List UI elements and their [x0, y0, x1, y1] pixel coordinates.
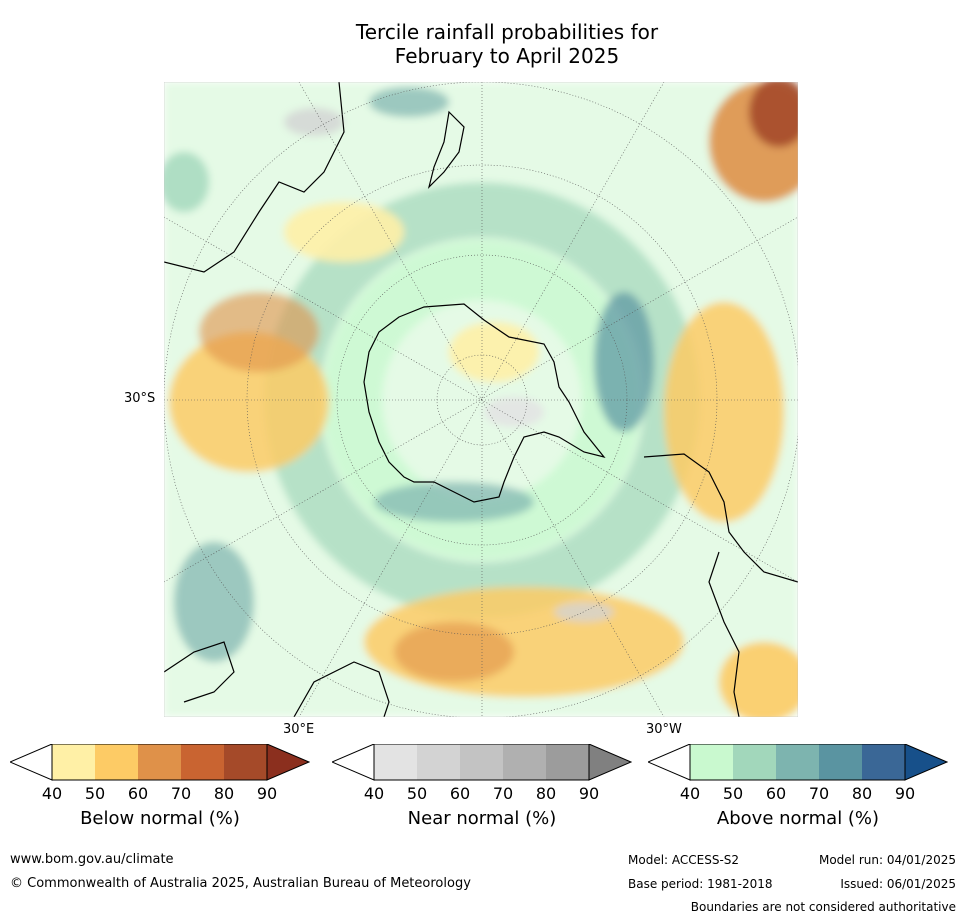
- model-run: Model run: 04/01/2025: [818, 853, 956, 867]
- lat-label-30s: 30°S: [124, 391, 156, 406]
- tick: 60: [449, 784, 471, 803]
- issued-date: Issued: 06/01/2025: [840, 877, 956, 891]
- map-title: Tercile rainfall probabilities for Febru…: [355, 20, 659, 68]
- copyright-text: © Commonwealth of Australia 2025, Austra…: [10, 876, 471, 891]
- tick: 50: [84, 784, 106, 803]
- tick: 90: [256, 784, 278, 803]
- new-zealand-coastline: [427, 110, 465, 189]
- tick: 50: [722, 784, 744, 803]
- tick: 70: [492, 784, 514, 803]
- graticule: [164, 82, 798, 717]
- lon-label-30e: 30°E: [283, 722, 315, 737]
- colorbar-above-swatches: [648, 744, 948, 781]
- model-name: Model: ACCESS-S2: [628, 853, 740, 867]
- colorbar-near-normal: 40 50 60 70 80 90 Near normal (%): [332, 744, 632, 854]
- antarctica-coastline: [363, 303, 606, 503]
- colorbar-near-swatches: [332, 744, 632, 781]
- tick: 90: [578, 784, 600, 803]
- tick: 70: [808, 784, 830, 803]
- probability-shading: [164, 82, 798, 717]
- colorbar-below-swatches: [10, 744, 310, 781]
- tick: 50: [406, 784, 428, 803]
- colorbar-below-normal: 40 50 60 70 80 90 Below normal (%): [10, 744, 310, 854]
- base-period: Base period: 1981-2018: [628, 877, 773, 891]
- tick: 40: [679, 784, 701, 803]
- tick: 80: [213, 784, 235, 803]
- lon-label-30w: 30°W: [646, 722, 682, 737]
- colorbar-title: Below normal (%): [80, 808, 240, 829]
- boundary-disclaimer: Boundaries are not considered authoritat…: [690, 900, 956, 914]
- tick: 60: [765, 784, 787, 803]
- south-america-coastline: [643, 453, 798, 717]
- colorbar-title: Above normal (%): [716, 808, 880, 829]
- australia-coastline: [164, 82, 345, 273]
- tick: 80: [535, 784, 557, 803]
- tick: 80: [851, 784, 873, 803]
- tick: 90: [894, 784, 916, 803]
- tick: 40: [41, 784, 63, 803]
- south-polar-rainfall-map: [164, 82, 798, 717]
- tick: 60: [127, 784, 149, 803]
- colorbar-title: Near normal (%): [407, 808, 557, 829]
- africa-coastline: [164, 641, 390, 717]
- website-link[interactable]: www.bom.gov.au/climate: [10, 852, 174, 867]
- tick: 70: [170, 784, 192, 803]
- colorbar-above-normal: 40 50 60 70 80 90 Above normal (%): [648, 744, 948, 854]
- tick: 40: [363, 784, 385, 803]
